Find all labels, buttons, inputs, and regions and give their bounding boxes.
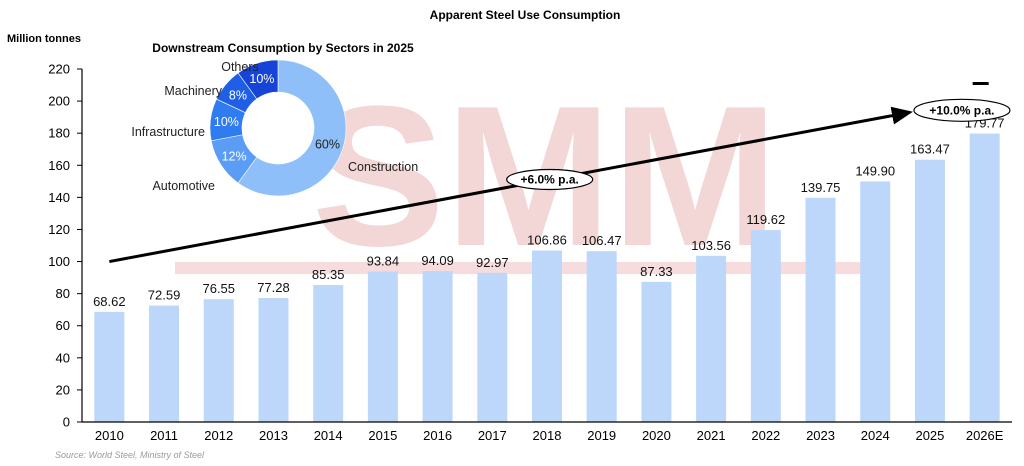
y-tick-label: 180 <box>48 126 70 141</box>
bar <box>860 181 891 422</box>
bar <box>969 133 1000 423</box>
bar-value-label: 85.35 <box>312 267 345 282</box>
bar-value-label: 106.47 <box>582 233 622 248</box>
y-tick-label: 200 <box>48 94 70 109</box>
y-tick-label: 220 <box>48 62 70 77</box>
chart-title: Apparent Steel Use Consumption <box>430 8 621 22</box>
donut-category-label: Automotive <box>152 179 215 193</box>
bar <box>422 271 453 422</box>
donut-slice-construction <box>237 59 347 197</box>
cagr-label-10pct: +10.0% p.a. <box>913 98 1011 122</box>
x-tick-label: 2021 <box>697 428 726 443</box>
donut-title: Downstream Consumption by Sectors in 202… <box>152 41 414 55</box>
bar-value-label: 103.56 <box>691 238 731 253</box>
y-tick-label: 20 <box>56 382 70 397</box>
y-tick-label: 100 <box>48 254 70 269</box>
bar <box>750 230 781 422</box>
cagr-label-10pct-text: +10.0% p.a. <box>929 103 994 117</box>
bar <box>586 251 617 422</box>
bar <box>313 285 344 422</box>
x-tick-label: 2010 <box>95 428 124 443</box>
bar-value-label: 72.59 <box>148 288 181 303</box>
bar-value-label: 93.84 <box>367 253 400 268</box>
y-tick-label: 60 <box>56 318 70 333</box>
bar-value-label: 68.62 <box>93 294 126 309</box>
y-tick-label: 80 <box>56 286 70 301</box>
x-tick-label: 2020 <box>642 428 671 443</box>
x-tick-label: 2018 <box>533 428 562 443</box>
bar-value-label: 92.97 <box>476 255 509 270</box>
y-tick-label: 40 <box>56 350 70 365</box>
x-tick-label: 2014 <box>314 428 343 443</box>
y-tick-label: 120 <box>48 222 70 237</box>
donut-category-label: Infrastructure <box>131 125 205 139</box>
bar <box>94 311 125 422</box>
bar-value-label: 139.75 <box>801 180 841 195</box>
x-tick-label: 2022 <box>751 428 780 443</box>
x-axis: 2010 2011 2012 2013 2014 2015 2016 2017 2018 2019… <box>82 421 1012 443</box>
x-tick-label: 2016 <box>423 428 452 443</box>
bar <box>203 299 234 422</box>
donut-pct-label: 60% <box>315 138 340 152</box>
bar-value-label: 76.55 <box>202 281 235 296</box>
y-tick-label: 140 <box>48 190 70 205</box>
trend-annotations: +6.0% p.a. +10.0% p.a. <box>109 81 1011 264</box>
bar <box>805 197 836 422</box>
y-tick-label: 0 <box>63 415 70 430</box>
donut-category-label: Machinery <box>164 84 222 98</box>
bar <box>532 250 562 422</box>
cagr-label-6pct: +6.0% p.a. <box>506 168 594 191</box>
bar-value-label: 149.90 <box>855 163 895 178</box>
x-tick-label: 2025 <box>915 428 944 443</box>
x-tick-label: 2023 <box>806 428 835 443</box>
x-tick-label: 2024 <box>861 428 890 443</box>
x-tick-label: 2019 <box>587 428 616 443</box>
bar <box>914 159 945 422</box>
donut-pct-label: 10% <box>249 72 274 86</box>
donut-slice-others <box>237 59 279 100</box>
x-tick-label: 2013 <box>259 428 288 443</box>
y-axis: 0 20 40 60 80 100 120 140 160 180 200 220 <box>48 62 83 430</box>
bar <box>641 281 672 422</box>
bar-value-label: 87.33 <box>640 264 673 279</box>
bar-value-label: 77.28 <box>257 280 290 295</box>
cagr-label-6pct-bubble <box>506 168 594 191</box>
bars: 68.62 72.59 76.55 77.28 85.35 93.84 94.09 92.97… <box>93 116 1005 423</box>
x-tick-label: 2011 <box>150 428 178 443</box>
bar-value-label: 163.47 <box>910 142 950 157</box>
source-note: Source: World Steel, Ministry of Steel <box>55 450 205 460</box>
bar <box>696 255 727 422</box>
bar <box>258 298 289 422</box>
donut-pct-label: 8% <box>229 88 247 102</box>
x-tick-label: 2012 <box>204 428 233 443</box>
x-tick-label: 2015 <box>368 428 397 443</box>
donut-category-label: Others <box>221 60 259 74</box>
bar <box>477 272 508 422</box>
x-tick-label: 2026E <box>966 428 1004 443</box>
bar <box>149 305 180 422</box>
donut-pct-label: 10% <box>214 115 239 129</box>
cagr-label-6pct-text: +6.0% p.a. <box>520 172 578 186</box>
cagr-label-10pct-bubble <box>913 98 1011 122</box>
bar-value-label: 106.86 <box>527 233 567 248</box>
donut-category-label: Construction <box>348 160 418 174</box>
y-axis-label: Million tonnes <box>7 33 81 45</box>
donut-pct-label: 12% <box>222 149 247 163</box>
bar-value-label: 119.62 <box>746 212 785 227</box>
bar <box>367 271 398 422</box>
x-tick-label: 2017 <box>478 428 507 443</box>
bar-value-label: 94.09 <box>421 253 454 268</box>
donut-chart: Downstream Consumption by Sectors in 202… <box>131 41 418 197</box>
y-tick-label: 160 <box>48 158 70 173</box>
trend-arrow-2010-2025 <box>109 106 913 264</box>
